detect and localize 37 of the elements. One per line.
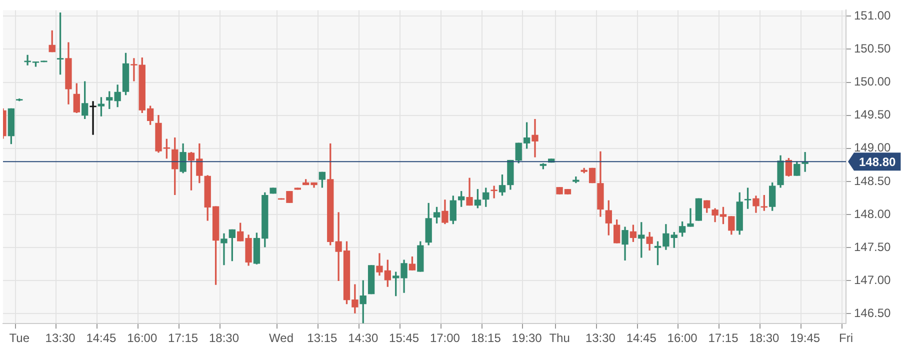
- x-tick-label: Tue: [9, 331, 30, 346]
- x-tick-label: 18:30: [749, 331, 780, 346]
- x-tick-label: 14:45: [626, 331, 657, 346]
- y-tick-label: 149.50: [854, 108, 892, 122]
- x-tick-label: 13:15: [307, 331, 338, 346]
- x-tick-label: 19:30: [512, 331, 542, 346]
- y-tick-label: 150.00: [854, 74, 892, 89]
- candlestick: [532, 118, 538, 158]
- ref-line-label: 148.80: [859, 154, 896, 169]
- x-tick-label: 18:30: [208, 331, 240, 346]
- y-tick-label: 149.00: [854, 140, 892, 155]
- x-tick-label: 14:30: [348, 331, 378, 346]
- y-tick-label: 148.00: [854, 206, 892, 221]
- x-tick-label: 13:30: [45, 331, 76, 346]
- y-tick-label: 147.50: [854, 240, 892, 254]
- x-tick-label: 17:15: [708, 331, 739, 346]
- x-tick-label: 13:30: [585, 331, 616, 346]
- x-tick-label: 17:15: [168, 331, 198, 346]
- candlestick: [490, 186, 498, 198]
- y-tick-label: 150.50: [854, 42, 892, 56]
- x-tick-label: 19:45: [790, 331, 820, 346]
- x-tick-label: 18:15: [470, 331, 502, 346]
- x-tick-label: 14:45: [86, 331, 117, 346]
- x-tick-label: Thu: [549, 331, 570, 346]
- y-tick-label: 146.50: [854, 306, 892, 320]
- candlestick: [90, 101, 96, 135]
- candlestick: [220, 233, 228, 266]
- y-tick-label: 147.00: [854, 272, 892, 287]
- x-tick-label: Fri: [839, 331, 853, 346]
- y-tick-label: 148.50: [854, 174, 892, 188]
- x-tick-label: 15:45: [389, 331, 420, 346]
- x-tick-label: 16:00: [127, 331, 158, 346]
- x-tick-label: 16:00: [667, 331, 698, 346]
- candlestick: [802, 152, 808, 172]
- x-tick-label: 17:00: [430, 331, 460, 346]
- y-tick-label: 151.00: [854, 8, 892, 22]
- x-tick-label: Wed: [269, 331, 294, 346]
